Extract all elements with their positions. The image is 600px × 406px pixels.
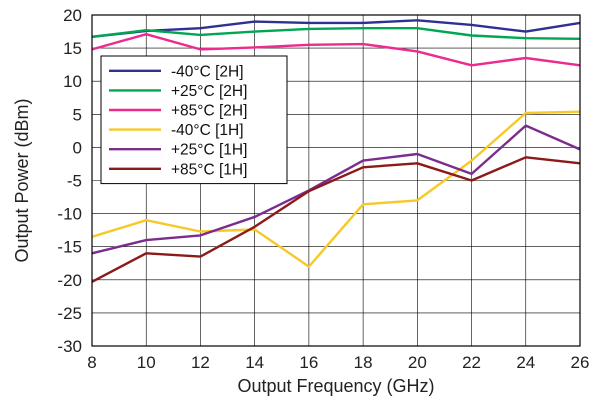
x-axis-title: Output Frequency (GHz) <box>237 376 434 396</box>
legend-label: +85°C [1H] <box>171 161 247 178</box>
y-tick-label: 15 <box>63 39 82 58</box>
legend-label: +85°C [2H] <box>171 103 247 120</box>
plot-frame <box>91 14 581 347</box>
y-tick-label: 0 <box>73 138 82 157</box>
legend: -40°C [2H] +25°C [2H] +85°C [2H] -40°C [1H]… <box>100 55 288 185</box>
x-tick-label: 10 <box>137 353 156 372</box>
legend-label: +25°C [2H] <box>171 83 247 100</box>
x-tick-label: 12 <box>191 353 210 372</box>
legend-label: +25°C [1H] <box>171 142 247 159</box>
y-tick-label: -10 <box>57 205 82 224</box>
y-tick-label: -20 <box>57 271 82 290</box>
legend-label: -40°C [1H] <box>171 122 244 139</box>
series-line-6 <box>91 156 581 283</box>
x-tick-label: 8 <box>87 353 96 372</box>
legend-box <box>100 55 288 185</box>
y-tick-label: 10 <box>63 72 82 91</box>
legend-label: -40°C [2H] <box>171 63 244 80</box>
x-tick-label: 22 <box>462 353 481 372</box>
y-tick-label: -15 <box>57 238 82 257</box>
series-line-2 <box>91 27 581 40</box>
y-tick-label: 20 <box>63 6 82 25</box>
x-tick-label: 20 <box>408 353 427 372</box>
y-axis-title: Output Power (dBm) <box>12 98 32 262</box>
series-line-3 <box>91 33 581 67</box>
x-tick-label: 26 <box>571 353 590 372</box>
y-tick-label: -5 <box>67 172 82 191</box>
x-tick-label: 14 <box>245 353 264 372</box>
x-tick-label: 18 <box>354 353 373 372</box>
y-tick-label: 5 <box>73 105 82 124</box>
series-line-1 <box>91 19 581 38</box>
y-tick-label: -30 <box>57 337 82 356</box>
x-tick-label: 24 <box>516 353 535 372</box>
series-line-5 <box>91 124 581 255</box>
y-tick-label: -25 <box>57 304 82 323</box>
series-lines <box>91 19 581 283</box>
x-tick-label: 16 <box>299 353 318 372</box>
tick-labels: 8 10 12 14 16 18 20 22 24 26 20 15 10 5 0 -5 -10 -15 -20 -2… <box>57 6 589 372</box>
series-line-4 <box>91 110 581 268</box>
